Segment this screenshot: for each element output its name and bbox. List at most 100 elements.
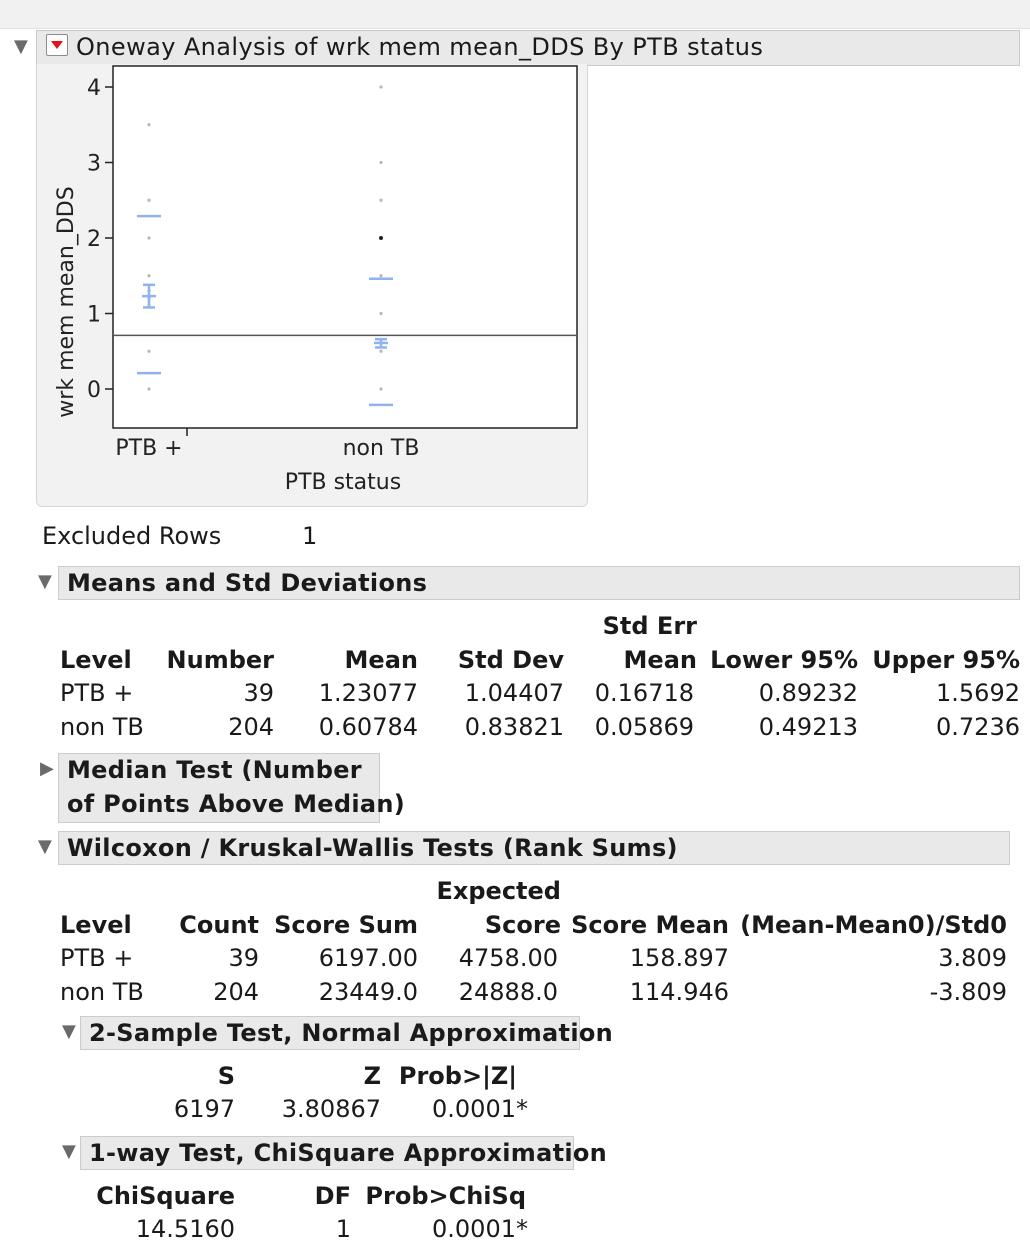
- excluded-rows-value: 1: [302, 522, 318, 550]
- means-header-stderr-top: Std Err: [602, 612, 697, 640]
- means-section-title: Means and Std Deviations: [67, 569, 428, 597]
- one-way-value-prob: 0.0001*: [432, 1215, 528, 1243]
- two-sample-header-z: Z: [363, 1062, 381, 1090]
- oneway-plot: wrk mem mean_DDS 0 1 2 3 4 PTB + non TB PTB …: [54, 65, 578, 495]
- x-axis-label: PTB status: [285, 470, 401, 495]
- data-point: [147, 387, 151, 391]
- y-tick-label: 2: [87, 227, 101, 252]
- means-header-number: Number: [166, 646, 274, 674]
- one-way-section-title: 1-way Test, ChiSquare Approximation: [89, 1139, 608, 1167]
- data-point: [379, 198, 383, 202]
- means-section-bar: [58, 566, 1020, 600]
- means-header-mean: Mean: [344, 646, 418, 674]
- wilcoxon-row1-scoremean: 158.897: [629, 944, 729, 972]
- data-point: [379, 387, 383, 391]
- report-title-bar: [36, 30, 1020, 66]
- means-header-stderr-bottom: Mean: [623, 646, 697, 674]
- x-tick-label-non-tb: non TB: [343, 436, 420, 461]
- means-row2-number: 204: [228, 713, 274, 741]
- report-title: Oneway Analysis of wrk mem mean_DDS By P…: [76, 33, 764, 61]
- data-point: [379, 85, 383, 89]
- one-way-header-prob: Prob>ChiSq: [365, 1182, 526, 1210]
- one-way-section-bar: [80, 1136, 574, 1170]
- data-point: [147, 349, 151, 353]
- means-row2-stddev: 0.83821: [464, 713, 564, 741]
- means-row1-number: 39: [243, 679, 274, 707]
- median-test-expand-triangle-icon[interactable]: ▶: [40, 758, 54, 779]
- one-way-collapse-triangle-icon[interactable]: ▼: [62, 1141, 76, 1162]
- means-row1-stddev: 1.04407: [464, 679, 564, 707]
- wilcoxon-header-expected-bottom: Score: [484, 911, 561, 939]
- means-header-stddev: Std Dev: [457, 646, 564, 674]
- means-row1-level: PTB +: [60, 679, 134, 707]
- wilcoxon-header-expected-top: Expected: [436, 877, 562, 905]
- means-row1-upper95: 1.5692: [936, 679, 1020, 707]
- wilcoxon-row2-level: non TB: [60, 978, 144, 1006]
- data-point: [147, 198, 151, 202]
- data-point-highlighted: [379, 236, 383, 240]
- wilcoxon-row1-expected: 4758.00: [458, 944, 558, 972]
- data-point: [379, 349, 383, 353]
- means-row1-mean: 1.23077: [318, 679, 418, 707]
- two-sample-value-prob: 0.0001*: [432, 1095, 528, 1123]
- two-sample-header-s: S: [217, 1062, 235, 1090]
- means-collapse-triangle-icon[interactable]: ▼: [38, 571, 52, 592]
- wilcoxon-header-count: Count: [179, 911, 259, 939]
- median-test-section-bar[interactable]: [58, 753, 380, 823]
- wilcoxon-row2-scoremean: 114.946: [629, 978, 729, 1006]
- y-tick-label: 0: [87, 378, 101, 403]
- wilcoxon-row2-count: 204: [213, 978, 259, 1006]
- means-row2-upper95: 0.7236: [936, 713, 1020, 741]
- one-way-header-df: DF: [314, 1182, 351, 1210]
- data-point: [147, 274, 151, 278]
- two-sample-value-s: 6197: [173, 1095, 235, 1123]
- median-test-title-line2: of Points Above Median): [67, 790, 406, 818]
- red-triangle-menu-icon[interactable]: [46, 34, 68, 56]
- oneway-plot-panel: wrk mem mean_DDS 0 1 2 3 4 PTB + non TB PTB …: [36, 64, 588, 507]
- means-row1-stderr: 0.16718: [594, 679, 694, 707]
- wilcoxon-header-scoremean: Score Mean: [571, 911, 729, 939]
- two-sample-section-title: 2-Sample Test, Normal Approximation: [89, 1019, 614, 1047]
- wilcoxon-row1-stat: 3.809: [938, 944, 1007, 972]
- means-row2-lower95: 0.49213: [758, 713, 858, 741]
- data-point: [379, 160, 383, 165]
- wilcoxon-section-bar: [58, 831, 1010, 865]
- y-tick-label: 1: [87, 303, 101, 328]
- wilcoxon-row2-stat: -3.809: [929, 978, 1007, 1006]
- y-axis-label: wrk mem mean_DDS: [54, 186, 79, 417]
- one-way-header-chisquare: ChiSquare: [96, 1182, 235, 1210]
- one-way-value-df: 1: [335, 1215, 351, 1243]
- data-point: [147, 123, 151, 127]
- x-tick-label-ptb-positive: PTB +: [115, 436, 182, 461]
- means-row2-level: non TB: [60, 713, 144, 741]
- wilcoxon-row2-expected: 24888.0: [458, 978, 558, 1006]
- y-tick-label: 4: [87, 76, 101, 101]
- wilcoxon-row1-scoresum: 6197.00: [318, 944, 418, 972]
- wilcoxon-section-title: Wilcoxon / Kruskal-Wallis Tests (Rank Su…: [67, 834, 678, 862]
- wilcoxon-header-stat: (Mean-Mean0)/Std0: [740, 911, 1007, 939]
- data-point: [147, 236, 151, 240]
- wilcoxon-row1-level: PTB +: [60, 944, 134, 972]
- wilcoxon-row1-count: 39: [228, 944, 259, 972]
- wilcoxon-row2-scoresum: 23449.0: [318, 978, 418, 1006]
- means-row2-stderr: 0.05869: [594, 713, 694, 741]
- wilcoxon-header-scoresum: Score Sum: [274, 911, 418, 939]
- window-top-strip: [0, 0, 1030, 29]
- wilcoxon-collapse-triangle-icon[interactable]: ▼: [38, 836, 52, 857]
- two-sample-section-bar: [80, 1016, 580, 1050]
- two-sample-header-prob: Prob>|Z|: [398, 1062, 517, 1090]
- report-collapse-triangle-icon[interactable]: ▼: [14, 36, 28, 57]
- two-sample-collapse-triangle-icon[interactable]: ▼: [62, 1021, 76, 1042]
- data-point: [379, 311, 383, 316]
- one-way-value-chisquare: 14.5160: [135, 1215, 235, 1243]
- wilcoxon-header-level: Level: [60, 911, 132, 939]
- median-test-title-line1: Median Test (Number: [67, 756, 362, 784]
- means-header-lower95: Lower 95%: [710, 646, 858, 674]
- two-sample-value-z: 3.80867: [281, 1095, 381, 1123]
- data-point: [379, 274, 383, 278]
- means-header-level: Level: [60, 646, 132, 674]
- plot-frame: [112, 65, 578, 429]
- means-row1-lower95: 0.89232: [758, 679, 858, 707]
- means-header-upper95: Upper 95%: [872, 646, 1020, 674]
- y-tick-label: 3: [87, 152, 101, 177]
